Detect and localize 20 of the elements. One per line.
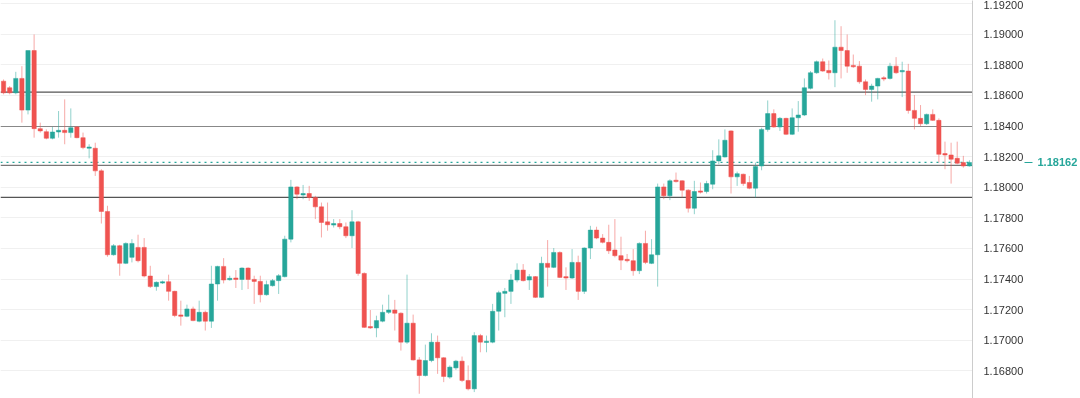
- y-tick-label: 1.18800: [983, 58, 1024, 71]
- y-tick-label: 1.17400: [983, 273, 1024, 286]
- candlestick: [893, 56, 899, 75]
- ref-line-label: 1.18162: [1037, 156, 1078, 169]
- y-tick-label: 1.17000: [983, 334, 1024, 347]
- y-tick-label: 1.18200: [983, 150, 1024, 163]
- y-tick-label: 1.17600: [983, 242, 1024, 255]
- y-tick-label: 1.17800: [983, 211, 1024, 224]
- candlestick: [86, 143, 92, 159]
- candlestick: [300, 184, 306, 200]
- candlestick: [233, 269, 239, 289]
- y-tick-label: 1.18000: [983, 181, 1024, 194]
- candlestick: [533, 275, 538, 299]
- candlestick: [734, 171, 740, 187]
- y-tick-label: 1.16800: [983, 364, 1024, 377]
- y-tick-label: 1.19200: [983, 0, 1024, 11]
- y-tick-label: 1.18600: [983, 89, 1024, 102]
- y-tick-label: 1.18400: [983, 120, 1024, 133]
- y-tick-label: 1.19000: [983, 28, 1024, 41]
- y-tick-label: 1.17200: [983, 303, 1024, 316]
